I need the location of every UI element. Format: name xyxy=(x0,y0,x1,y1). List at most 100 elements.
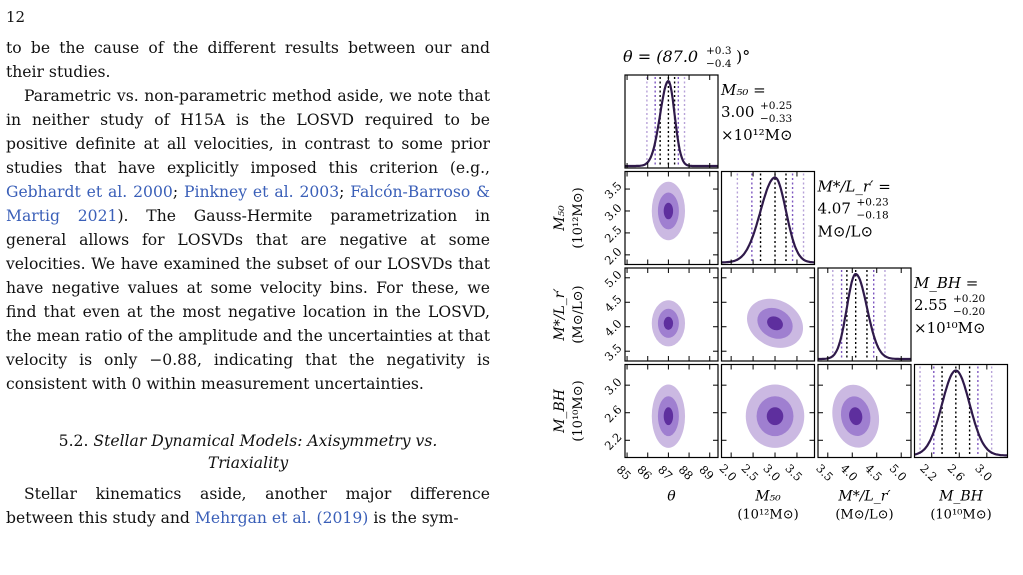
panel-M50-theta xyxy=(624,170,719,266)
y-tick-label: 2.6 xyxy=(602,402,625,425)
citation-gebhardt[interactable]: Gebhardt et al. 2000 xyxy=(6,183,173,201)
posterior-curve xyxy=(818,272,911,361)
x-axis-label: θ xyxy=(667,489,676,505)
panel-frame xyxy=(624,363,719,459)
title-line3: ×10¹⁰M⊙ xyxy=(914,319,986,337)
posterior-curve xyxy=(721,176,815,264)
panel-frame xyxy=(720,363,816,459)
title-sup: +0.20 xyxy=(953,293,985,305)
x-axis-unit: (10¹⁰M⊙) xyxy=(930,508,991,523)
y-tick-label: 3.0 xyxy=(602,201,625,224)
y-tick-label: 4.5 xyxy=(602,292,625,315)
x-axis-unit: (M⊙/L⊙) xyxy=(835,508,893,523)
panel-MBH-ML xyxy=(817,363,912,459)
title-sub: −0.20 xyxy=(953,306,985,318)
posterior-curve xyxy=(914,369,1008,457)
paragraph-2-text-a: Parametric vs. non-parametric method asi… xyxy=(6,87,490,177)
paragraph-3-text-a: Stellar kinematics aside, another major … xyxy=(6,485,490,527)
x-axis-label: M*/L_r′ xyxy=(837,489,891,505)
panel-MBH-MBH xyxy=(913,363,1009,459)
title-line1: M_BH = xyxy=(913,274,978,292)
panel-ML-M50 xyxy=(720,267,816,362)
contour-inner xyxy=(663,407,674,426)
x-axis-unit: (10¹²M⊙) xyxy=(737,508,798,523)
x-tick-label: 4.0 xyxy=(838,461,861,484)
panel-frame xyxy=(624,170,719,266)
x-tick-label: 4.5 xyxy=(862,461,885,484)
contour-inner xyxy=(767,316,783,331)
title-theta: θ = (87.0 +0.3−0.4 )° xyxy=(623,45,750,70)
title-value: 3.00 xyxy=(721,103,754,121)
x-tick-label: 3.0 xyxy=(760,461,783,484)
text-column: to be the cause of the different results… xyxy=(6,36,490,530)
paragraph-1: to be the cause of the different results… xyxy=(6,39,490,81)
x-tick-label: 88 xyxy=(676,463,696,483)
citation-falcon-barroso[interactable]: Falcón-Barroso & Martig 2021 xyxy=(6,183,490,225)
y-tick-label: 2.2 xyxy=(602,430,625,453)
y-axis-label: M₅₀ xyxy=(552,205,568,232)
y-axis-unit: (M⊙/L⊙) xyxy=(571,285,586,343)
section-title-line1: Stellar Dynamical Models: Axisymmetry vs… xyxy=(93,432,438,450)
title-sub: −0.18 xyxy=(857,210,889,222)
panel-MBH-M50 xyxy=(720,363,816,459)
x-tick-label: 3.0 xyxy=(972,461,995,484)
x-tick-label: 2.6 xyxy=(945,461,968,484)
y-tick-label: 5.0 xyxy=(602,268,625,291)
panel-theta-theta xyxy=(624,74,719,169)
title-line1: M*/L_r′ = xyxy=(817,178,891,196)
panel-MBH-theta xyxy=(624,363,719,459)
y-axis-label: M_BH xyxy=(552,388,568,434)
section-number: 5.2. xyxy=(58,432,89,450)
title-value: 4.07 xyxy=(818,200,851,218)
title-line3: M⊙/L⊙ xyxy=(818,223,874,241)
x-tick-label: 2.0 xyxy=(717,461,740,484)
title-ML: M*/L_r′ = 4.07 +0.23−0.18M⊙/L⊙ xyxy=(817,178,891,241)
paragraph-2: Parametric vs. non-parametric method asi… xyxy=(6,84,490,396)
panel-frame xyxy=(624,267,719,362)
panel-frame xyxy=(817,363,912,459)
y-tick-label: 3.0 xyxy=(602,375,625,398)
panel-ML-ML xyxy=(817,267,912,362)
paragraph-2-text-b: ). The Gauss-Hermite parametrization in … xyxy=(6,207,490,393)
title-tail: )° xyxy=(736,47,750,66)
y-tick-label: 4.0 xyxy=(602,316,625,339)
title-line3: ×10¹²M⊙ xyxy=(721,126,793,144)
x-tick-label: 3.5 xyxy=(813,461,836,484)
corner-plot: 85 86 87 88 89 2.0 2.5 3.0 3.5 3.5 4.0 4.5 5.0 2.2 2.6… xyxy=(552,45,1009,523)
contour-inner xyxy=(663,316,674,330)
title-MBH: M_BH = 2.55 +0.20−0.20×10¹⁰M⊙ xyxy=(913,274,986,337)
paragraph-3: Stellar kinematics aside, another major … xyxy=(6,482,490,530)
title-value: 2.55 xyxy=(914,296,947,314)
y-axis-label: M*/L_r′ xyxy=(552,288,568,342)
title-sub: −0.4 xyxy=(706,58,732,70)
title-sub: −0.33 xyxy=(760,113,792,125)
title-sup: +0.23 xyxy=(857,197,889,209)
title-sup: +0.3 xyxy=(706,45,732,57)
y-tick-label: 3.5 xyxy=(602,179,625,202)
contour-inner xyxy=(849,407,863,426)
paragraph-3-text-b: is the sym- xyxy=(368,509,459,527)
contour-inner xyxy=(766,407,784,426)
x-axis-label: M₅₀ xyxy=(754,489,781,505)
y-axis-unit: (10¹²M⊙) xyxy=(571,187,586,248)
panel-M50-M50 xyxy=(720,170,816,266)
citation-mehrgan[interactable]: Mehrgan et al. (2019) xyxy=(194,509,369,527)
citation-pinkney[interactable]: Pinkney et al. 2003 xyxy=(183,183,340,201)
panel-frame xyxy=(913,363,1009,459)
x-tick-label: 2.5 xyxy=(738,461,761,484)
title-line1: M₅₀ = xyxy=(720,81,766,99)
contour-inner xyxy=(663,202,674,220)
panel-ML-theta xyxy=(624,267,719,362)
panel-frame xyxy=(817,267,912,362)
separator-2: ; xyxy=(339,183,351,201)
y-tick-label: 2.0 xyxy=(602,245,625,268)
posterior-curve xyxy=(625,79,718,168)
x-tick-label: 89 xyxy=(696,463,716,483)
x-tick-label: 2.2 xyxy=(917,461,940,484)
panel-frame xyxy=(720,267,816,362)
separator-1: ; xyxy=(172,183,184,201)
title-M50: M₅₀ = 3.00 +0.25−0.33×10¹²M⊙ xyxy=(720,81,793,144)
x-tick-label: 86 xyxy=(634,463,654,483)
title-main: θ = (87.0 xyxy=(623,47,698,66)
y-tick-label: 3.5 xyxy=(602,341,625,364)
